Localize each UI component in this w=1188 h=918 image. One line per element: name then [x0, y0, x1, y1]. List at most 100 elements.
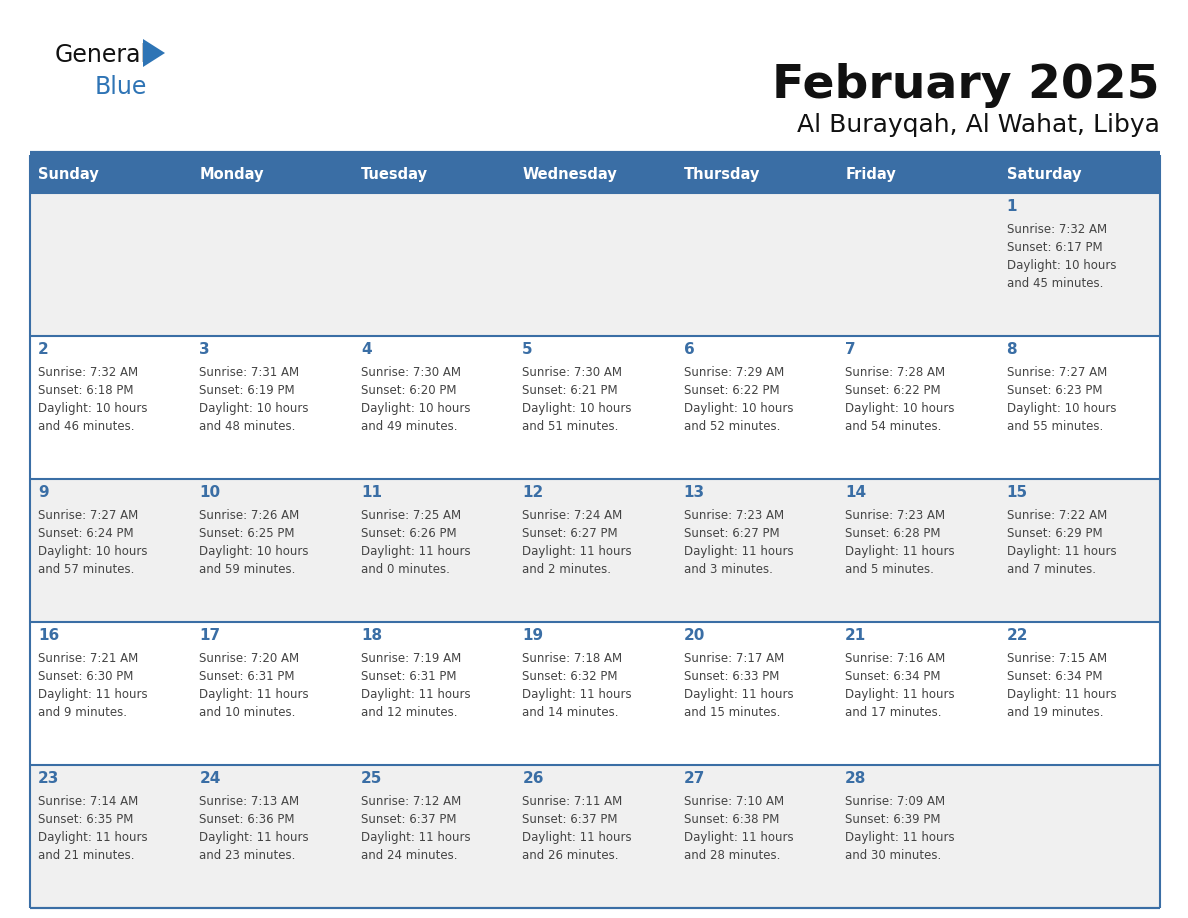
Text: Sunset: 6:29 PM: Sunset: 6:29 PM — [1006, 527, 1102, 540]
Text: Monday: Monday — [200, 166, 264, 182]
Text: 28: 28 — [845, 771, 866, 786]
Text: Daylight: 11 hours: Daylight: 11 hours — [38, 688, 147, 701]
Bar — [838, 479, 999, 622]
Text: and 26 minutes.: and 26 minutes. — [523, 849, 619, 862]
Text: Sunset: 6:22 PM: Sunset: 6:22 PM — [845, 384, 941, 397]
Text: 19: 19 — [523, 628, 543, 643]
Text: Daylight: 10 hours: Daylight: 10 hours — [200, 545, 309, 558]
Text: and 52 minutes.: and 52 minutes. — [684, 420, 781, 433]
Text: and 21 minutes.: and 21 minutes. — [38, 849, 134, 862]
Text: and 9 minutes.: and 9 minutes. — [38, 706, 127, 719]
Text: Wednesday: Wednesday — [523, 166, 617, 182]
Text: Sunrise: 7:15 AM: Sunrise: 7:15 AM — [1006, 652, 1107, 665]
Text: and 55 minutes.: and 55 minutes. — [1006, 420, 1102, 433]
Text: and 3 minutes.: and 3 minutes. — [684, 563, 772, 576]
Text: Sunset: 6:31 PM: Sunset: 6:31 PM — [200, 670, 295, 683]
Bar — [353, 622, 514, 765]
Text: 9: 9 — [38, 485, 49, 500]
Text: Sunrise: 7:14 AM: Sunrise: 7:14 AM — [38, 795, 138, 808]
Text: Sunset: 6:39 PM: Sunset: 6:39 PM — [845, 813, 941, 826]
Text: Sunrise: 7:32 AM: Sunrise: 7:32 AM — [1006, 223, 1107, 236]
Bar — [353, 155, 514, 193]
Text: 24: 24 — [200, 771, 221, 786]
Bar — [676, 336, 838, 479]
Text: 3: 3 — [200, 342, 210, 357]
Text: 25: 25 — [361, 771, 383, 786]
Text: Sunrise: 7:25 AM: Sunrise: 7:25 AM — [361, 509, 461, 522]
Text: Sunrise: 7:28 AM: Sunrise: 7:28 AM — [845, 366, 946, 379]
Text: Daylight: 10 hours: Daylight: 10 hours — [1006, 402, 1116, 415]
Text: 26: 26 — [523, 771, 544, 786]
Bar — [30, 765, 191, 908]
Text: Sunrise: 7:11 AM: Sunrise: 7:11 AM — [523, 795, 623, 808]
Text: Sunrise: 7:09 AM: Sunrise: 7:09 AM — [845, 795, 946, 808]
Bar — [353, 765, 514, 908]
Text: Sunrise: 7:21 AM: Sunrise: 7:21 AM — [38, 652, 138, 665]
Text: Sunset: 6:32 PM: Sunset: 6:32 PM — [523, 670, 618, 683]
Bar — [191, 622, 353, 765]
Bar — [838, 765, 999, 908]
Text: Daylight: 10 hours: Daylight: 10 hours — [1006, 259, 1116, 272]
Text: Sunrise: 7:24 AM: Sunrise: 7:24 AM — [523, 509, 623, 522]
Text: Sunset: 6:34 PM: Sunset: 6:34 PM — [1006, 670, 1102, 683]
Text: and 2 minutes.: and 2 minutes. — [523, 563, 612, 576]
Text: Daylight: 11 hours: Daylight: 11 hours — [845, 831, 955, 844]
Text: Sunrise: 7:10 AM: Sunrise: 7:10 AM — [684, 795, 784, 808]
Text: 5: 5 — [523, 342, 533, 357]
Bar — [191, 155, 353, 193]
Bar — [838, 622, 999, 765]
Text: Sunset: 6:21 PM: Sunset: 6:21 PM — [523, 384, 618, 397]
Text: Daylight: 11 hours: Daylight: 11 hours — [684, 545, 794, 558]
Text: 14: 14 — [845, 485, 866, 500]
Text: Sunset: 6:37 PM: Sunset: 6:37 PM — [361, 813, 456, 826]
Text: 16: 16 — [38, 628, 59, 643]
Text: Daylight: 11 hours: Daylight: 11 hours — [38, 831, 147, 844]
Bar — [30, 336, 191, 479]
Text: Sunset: 6:27 PM: Sunset: 6:27 PM — [684, 527, 779, 540]
Bar — [514, 193, 676, 336]
Text: Daylight: 11 hours: Daylight: 11 hours — [361, 688, 470, 701]
Text: and 0 minutes.: and 0 minutes. — [361, 563, 450, 576]
Text: 8: 8 — [1006, 342, 1017, 357]
Text: Sunrise: 7:32 AM: Sunrise: 7:32 AM — [38, 366, 138, 379]
Text: 11: 11 — [361, 485, 381, 500]
Text: and 51 minutes.: and 51 minutes. — [523, 420, 619, 433]
Text: and 15 minutes.: and 15 minutes. — [684, 706, 781, 719]
Text: Sunset: 6:33 PM: Sunset: 6:33 PM — [684, 670, 779, 683]
Bar — [191, 479, 353, 622]
Text: Sunset: 6:22 PM: Sunset: 6:22 PM — [684, 384, 779, 397]
Text: and 19 minutes.: and 19 minutes. — [1006, 706, 1104, 719]
Text: Sunrise: 7:31 AM: Sunrise: 7:31 AM — [200, 366, 299, 379]
Text: Daylight: 10 hours: Daylight: 10 hours — [523, 402, 632, 415]
Text: Sunset: 6:23 PM: Sunset: 6:23 PM — [1006, 384, 1102, 397]
Text: 18: 18 — [361, 628, 383, 643]
Text: and 59 minutes.: and 59 minutes. — [200, 563, 296, 576]
Text: and 57 minutes.: and 57 minutes. — [38, 563, 134, 576]
Text: Sunset: 6:24 PM: Sunset: 6:24 PM — [38, 527, 133, 540]
Text: and 49 minutes.: and 49 minutes. — [361, 420, 457, 433]
Text: Daylight: 11 hours: Daylight: 11 hours — [200, 831, 309, 844]
Text: 22: 22 — [1006, 628, 1028, 643]
Text: Sunrise: 7:19 AM: Sunrise: 7:19 AM — [361, 652, 461, 665]
Bar — [999, 193, 1159, 336]
Text: Friday: Friday — [845, 166, 896, 182]
Bar — [514, 479, 676, 622]
Bar — [514, 622, 676, 765]
Text: Daylight: 11 hours: Daylight: 11 hours — [523, 688, 632, 701]
Text: Sunrise: 7:27 AM: Sunrise: 7:27 AM — [1006, 366, 1107, 379]
Text: and 48 minutes.: and 48 minutes. — [200, 420, 296, 433]
Text: Sunrise: 7:18 AM: Sunrise: 7:18 AM — [523, 652, 623, 665]
Text: Sunrise: 7:22 AM: Sunrise: 7:22 AM — [1006, 509, 1107, 522]
Text: Daylight: 11 hours: Daylight: 11 hours — [684, 688, 794, 701]
Text: Daylight: 11 hours: Daylight: 11 hours — [361, 545, 470, 558]
Text: Sunrise: 7:27 AM: Sunrise: 7:27 AM — [38, 509, 138, 522]
Text: and 7 minutes.: and 7 minutes. — [1006, 563, 1095, 576]
Bar — [353, 479, 514, 622]
Text: and 30 minutes.: and 30 minutes. — [845, 849, 941, 862]
Text: Sunrise: 7:23 AM: Sunrise: 7:23 AM — [845, 509, 946, 522]
Text: Sunday: Sunday — [38, 166, 99, 182]
Text: Al Burayqah, Al Wahat, Libya: Al Burayqah, Al Wahat, Libya — [797, 113, 1159, 137]
Text: Sunrise: 7:12 AM: Sunrise: 7:12 AM — [361, 795, 461, 808]
Text: Daylight: 11 hours: Daylight: 11 hours — [1006, 545, 1117, 558]
Text: Daylight: 11 hours: Daylight: 11 hours — [845, 688, 955, 701]
